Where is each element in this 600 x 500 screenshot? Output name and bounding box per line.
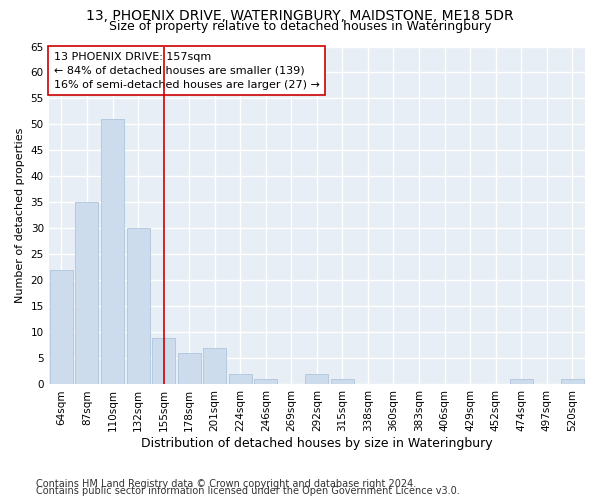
Bar: [331, 380, 354, 384]
Bar: [509, 380, 533, 384]
Bar: [254, 380, 277, 384]
Bar: [561, 380, 584, 384]
Text: Contains public sector information licensed under the Open Government Licence v3: Contains public sector information licen…: [36, 486, 460, 496]
Text: 13 PHOENIX DRIVE: 157sqm
← 84% of detached houses are smaller (139)
16% of semi-: 13 PHOENIX DRIVE: 157sqm ← 84% of detach…: [54, 52, 320, 90]
Bar: [127, 228, 149, 384]
Bar: [76, 202, 98, 384]
Bar: [101, 120, 124, 384]
Bar: [229, 374, 252, 384]
Bar: [178, 354, 200, 384]
Bar: [305, 374, 328, 384]
Text: Contains HM Land Registry data © Crown copyright and database right 2024.: Contains HM Land Registry data © Crown c…: [36, 479, 416, 489]
Bar: [50, 270, 73, 384]
Bar: [152, 338, 175, 384]
X-axis label: Distribution of detached houses by size in Wateringbury: Distribution of detached houses by size …: [141, 437, 493, 450]
Y-axis label: Number of detached properties: Number of detached properties: [15, 128, 25, 303]
Text: Size of property relative to detached houses in Wateringbury: Size of property relative to detached ho…: [109, 20, 491, 33]
Text: 13, PHOENIX DRIVE, WATERINGBURY, MAIDSTONE, ME18 5DR: 13, PHOENIX DRIVE, WATERINGBURY, MAIDSTO…: [86, 9, 514, 23]
Bar: [203, 348, 226, 385]
